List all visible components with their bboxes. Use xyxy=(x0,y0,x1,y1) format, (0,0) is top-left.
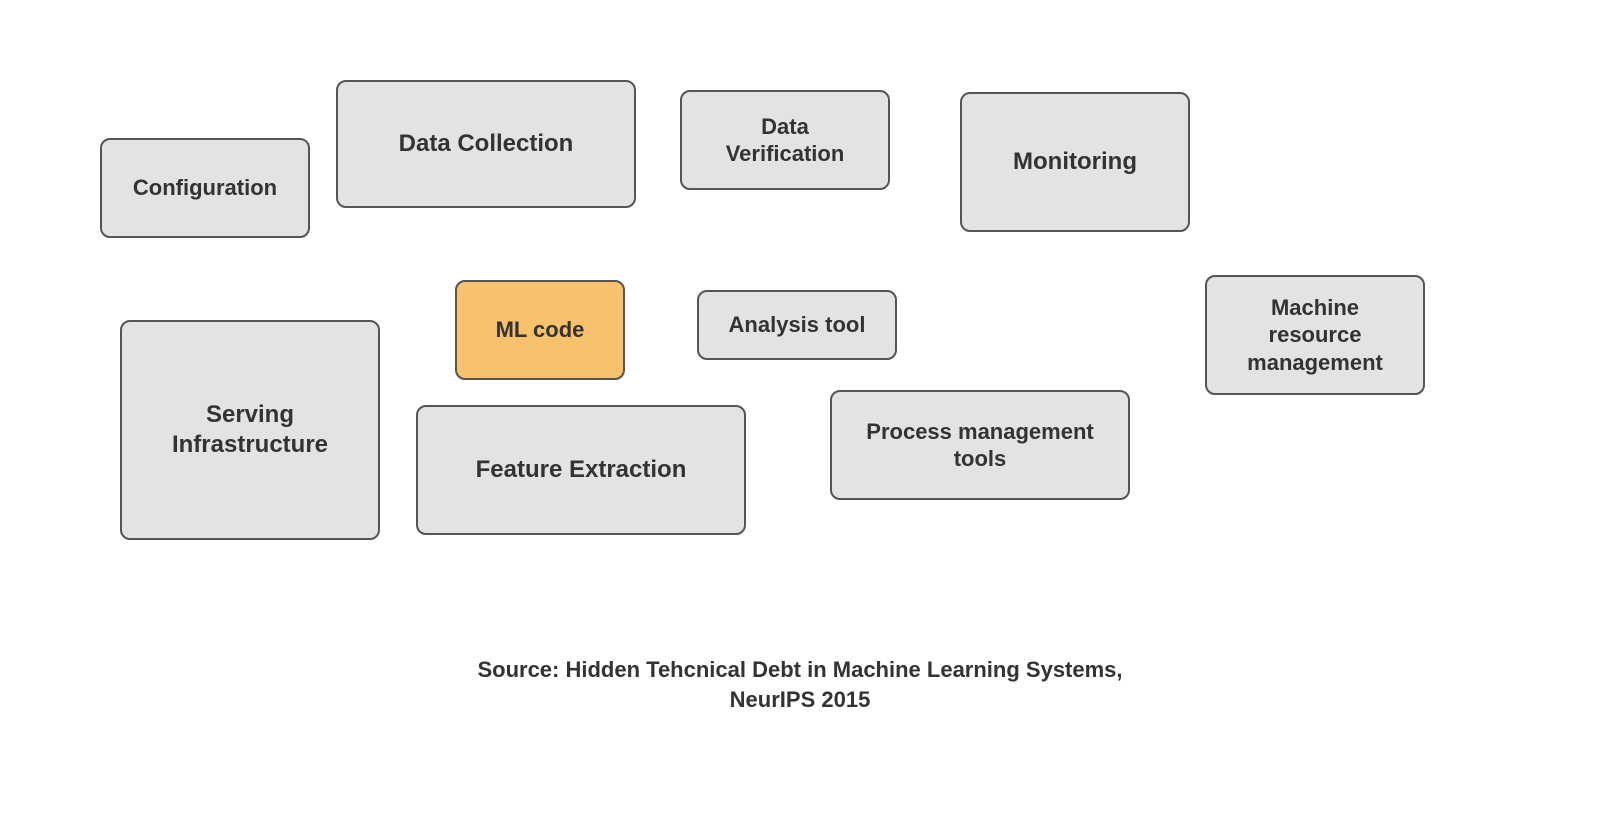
box-label: ML code xyxy=(496,316,585,344)
caption-line-1: Source: Hidden Tehcnical Debt in Machine… xyxy=(477,657,1122,682)
box-ml-code: ML code xyxy=(455,280,625,380)
caption-line-2: NeurIPS 2015 xyxy=(730,687,871,712)
box-data-verification: DataVerification xyxy=(680,90,890,190)
box-label: Monitoring xyxy=(1013,147,1137,177)
box-label: Feature Extraction xyxy=(476,455,687,485)
box-feature-extraction: Feature Extraction xyxy=(416,405,746,535)
box-process-management-tools: Process managementtools xyxy=(830,390,1130,500)
box-label: Data Collection xyxy=(399,129,574,159)
box-label: ServingInfrastructure xyxy=(172,400,328,460)
box-machine-resource-management: Machineresourcemanagement xyxy=(1205,275,1425,395)
box-serving-infrastructure: ServingInfrastructure xyxy=(120,320,380,540)
box-label: Analysis tool xyxy=(729,311,866,339)
box-label: Machineresourcemanagement xyxy=(1247,294,1383,377)
box-configuration: Configuration xyxy=(100,138,310,238)
source-caption: Source: Hidden Tehcnical Debt in Machine… xyxy=(400,655,1200,714)
box-label: Configuration xyxy=(133,174,277,202)
box-label: Process managementtools xyxy=(866,418,1093,473)
box-monitoring: Monitoring xyxy=(960,92,1190,232)
box-label: DataVerification xyxy=(726,113,845,168)
box-data-collection: Data Collection xyxy=(336,80,636,208)
diagram-canvas: Configuration Data Collection DataVerifi… xyxy=(0,0,1600,834)
box-analysis-tool: Analysis tool xyxy=(697,290,897,360)
